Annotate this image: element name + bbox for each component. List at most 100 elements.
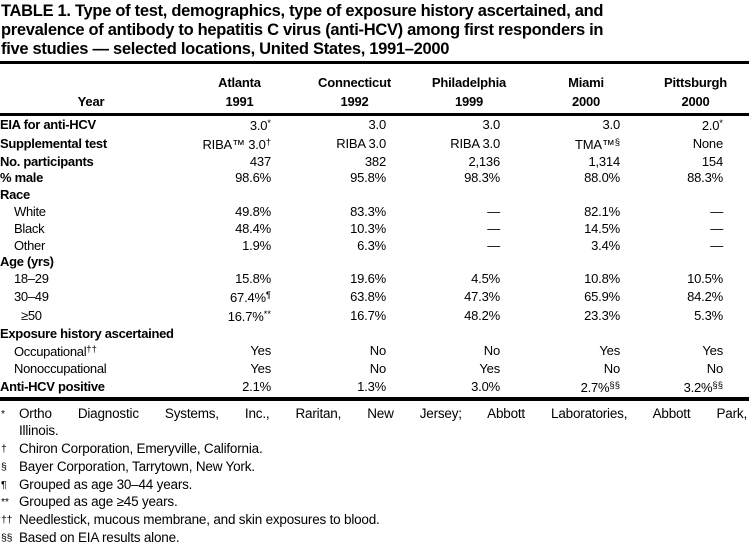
footnote: §§ Based on EIA results alone. — [0, 529, 747, 547]
row-label: 30–49 — [14, 288, 49, 304]
footnote-marker-superscript: † — [265, 136, 271, 148]
cell — [526, 326, 646, 343]
footnote-marker: * — [1, 407, 5, 420]
cell: 83.3% — [350, 203, 386, 219]
cell: 3.0* — [249, 118, 271, 133]
cell: TMA™§ — [575, 136, 620, 152]
cell: 14.5% — [584, 220, 620, 236]
cell: 2.1% — [242, 378, 271, 394]
footnote-text: Grouped as age 30–44 years. — [19, 476, 193, 492]
cell: No — [603, 361, 620, 377]
cell: 15.8% — [235, 271, 271, 287]
row-label: No. participants — [0, 153, 94, 169]
cell: 2.0* — [701, 118, 723, 133]
cell: No — [483, 343, 500, 359]
data-table: Atlanta Connecticut Philadelphia Miami P… — [0, 61, 749, 401]
footnote-text: Needlestick, mucous membrane, and skin e… — [19, 511, 380, 527]
footnote-marker-superscript: * — [267, 118, 271, 129]
cell: 47.3% — [464, 288, 500, 304]
column-year-connecticut: 1992 — [297, 91, 412, 116]
cell: 16.7%** — [227, 308, 271, 324]
cell: — — [710, 203, 723, 219]
column-year-pittsburgh: 2000 — [646, 91, 749, 116]
cell: 2,136 — [468, 153, 500, 169]
cell: RIBA™ 3.0† — [202, 136, 271, 152]
cell: 1,314 — [588, 153, 620, 169]
cell: 82.1% — [584, 203, 620, 219]
cell — [182, 254, 297, 271]
footnote-text: Chiron Corporation, Emeryville, Californ… — [19, 441, 263, 457]
cell: 48.2% — [464, 307, 500, 323]
header-spacer — [0, 63, 182, 92]
footnote-marker: §§ — [1, 531, 13, 544]
row-label: Other — [14, 237, 46, 253]
cell: 1.9% — [242, 237, 271, 253]
cell: Yes — [479, 361, 500, 377]
table-row: 30–49 67.4%¶ 63.8% 47.3% 65.9% 84.2% — [0, 288, 749, 307]
cell: 3.4% — [591, 237, 620, 253]
cell: Yes — [702, 343, 723, 359]
table-title-line: prevalence of antibody to hepatitis C vi… — [1, 21, 604, 39]
column-header-miami: Miami — [568, 75, 604, 90]
table-row: ≥50 16.7%** 16.7% 48.2% 23.3% 5.3% — [0, 307, 749, 326]
row-label: Age (yrs) — [0, 254, 54, 270]
table-row: Supplemental test RIBA™ 3.0† RIBA 3.0 RIBA … — [0, 135, 749, 154]
cell: 3.0% — [471, 378, 500, 394]
footnotes: * Ortho Diagnostic Systems, Inc., Raritan… — [0, 401, 749, 547]
cell — [412, 254, 526, 271]
cell: No — [369, 343, 386, 359]
footnote-text: Grouped as age ≥45 years. — [19, 494, 178, 510]
column-header-atlanta: Atlanta — [218, 75, 261, 90]
footnote-marker-superscript: § — [614, 136, 620, 148]
table-row: White 49.8% 83.3% — 82.1% — — [0, 204, 749, 221]
table-row: Nonoccupational Yes No Yes No No — [0, 361, 749, 378]
row-label: ≥50 — [21, 307, 42, 323]
cell — [297, 254, 412, 271]
year-row-label: Year — [0, 91, 182, 116]
cell: No — [369, 361, 386, 377]
footnote: †† Needlestick, mucous membrane, and skin… — [0, 511, 747, 529]
cell: Yes — [250, 343, 271, 359]
cell: 23.3% — [584, 307, 620, 323]
footnote-marker: †† — [1, 513, 13, 526]
cell: 1.3% — [357, 378, 386, 394]
cell: RIBA 3.0 — [450, 135, 500, 151]
cell: 48.4% — [235, 220, 271, 236]
cell — [412, 326, 526, 343]
table-row: No. participants 437 382 2,136 1,314 154 — [0, 154, 749, 171]
cell: 154 — [701, 153, 723, 169]
cell — [412, 187, 526, 204]
table-row: Other 1.9% 6.3% — 3.4% — — [0, 238, 749, 255]
column-year-atlanta: 1991 — [182, 91, 297, 116]
cell: 10.8% — [584, 271, 620, 287]
cell: — — [710, 237, 723, 253]
footnote: § Bayer Corporation, Tarrytown, New York. — [0, 458, 747, 476]
cell: None — [692, 135, 723, 151]
cell — [297, 326, 412, 343]
cell: No — [706, 361, 723, 377]
cell: 63.8% — [350, 288, 386, 304]
footnote-marker-superscript: ** — [263, 308, 271, 320]
cell: Yes — [250, 361, 271, 377]
cell: 10.3% — [350, 220, 386, 236]
cell: 49.8% — [235, 203, 271, 219]
cell: 4.5% — [471, 271, 500, 287]
table-title: TABLE 1. Type of test, demographics, typ… — [0, 0, 749, 59]
row-label: EIA for anti-HCV — [0, 117, 96, 132]
table-title-line: TABLE 1. Type of test, demographics, typ… — [1, 2, 604, 20]
row-label: % male — [0, 170, 44, 186]
table-row: EIA for anti-HCV 3.0* 3.0 3.0 3.0 2.0* — [0, 115, 749, 135]
cell: 98.6% — [235, 170, 271, 186]
column-header-philadelphia: Philadelphia — [431, 75, 507, 90]
cell: 88.3% — [687, 170, 723, 186]
footnote: * Ortho Diagnostic Systems, Inc., Raritan… — [0, 405, 747, 440]
cell: 67.4%¶ — [230, 289, 271, 305]
cell — [182, 326, 297, 343]
row-label: Nonoccupational — [14, 361, 107, 377]
cell: 6.3% — [357, 237, 386, 253]
row-label: Occupational†† — [14, 344, 97, 360]
cell: RIBA 3.0 — [336, 135, 386, 151]
footnote: ** Grouped as age ≥45 years. — [0, 493, 747, 511]
cell: 5.3% — [694, 307, 723, 323]
